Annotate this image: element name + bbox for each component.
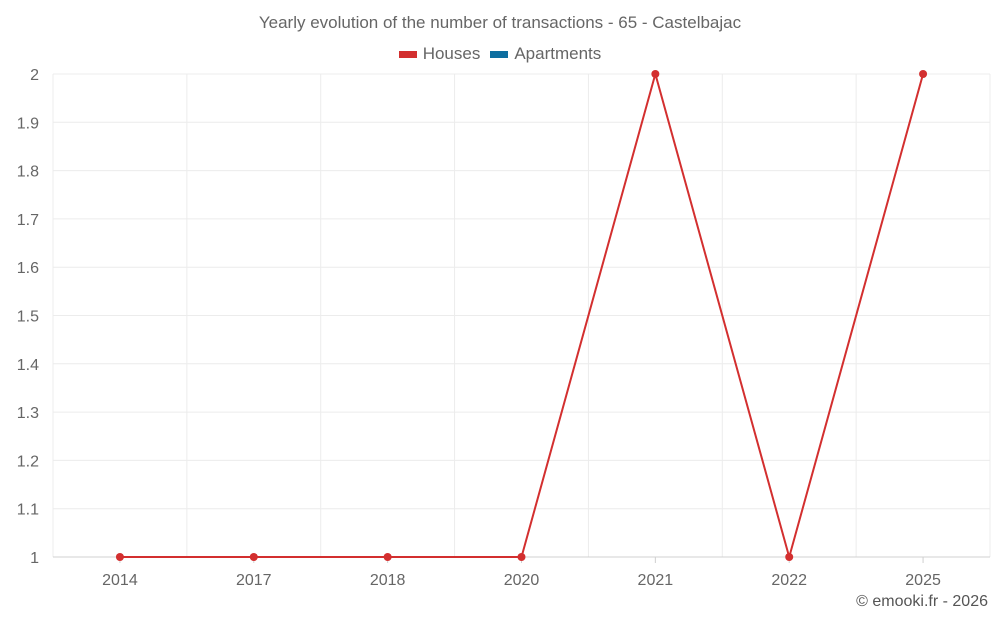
x-tick-label: 2017	[236, 572, 272, 589]
x-tick-label: 2018	[370, 572, 406, 589]
legend-item-houses[interactable]: Houses	[398, 44, 481, 64]
data-point	[517, 553, 526, 561]
data-point	[651, 70, 660, 78]
data-point	[249, 553, 258, 561]
y-tick-label: 1.7	[17, 212, 39, 229]
y-tick-label: 1.5	[17, 309, 39, 326]
legend-swatch-houses	[398, 50, 417, 58]
x-tick-label: 2020	[504, 572, 540, 589]
y-tick-label: 1.4	[17, 357, 39, 374]
legend-swatch-apartments	[490, 50, 509, 58]
y-tick-label: 1.1	[17, 502, 39, 519]
legend-item-apartments[interactable]: Apartments	[490, 44, 601, 64]
y-tick-label: 1.3	[17, 405, 39, 422]
data-point	[919, 70, 928, 78]
y-tick-label: 1	[30, 550, 39, 567]
x-tick-label: 2022	[771, 572, 807, 589]
legend-label-apartments: Apartments	[514, 44, 602, 63]
y-tick-label: 1.2	[17, 453, 39, 470]
x-tick-label: 2014	[102, 572, 138, 589]
legend-label-houses: Houses	[422, 44, 481, 63]
data-point	[785, 553, 794, 561]
y-tick-label: 1.8	[17, 164, 39, 181]
legend: Houses Apartments	[0, 44, 1000, 64]
x-tick-label: 2021	[638, 572, 674, 589]
chart-title: Yearly evolution of the number of transa…	[258, 13, 742, 32]
x-tick-label: 2025	[905, 572, 941, 589]
y-tick-label: 2	[30, 67, 39, 84]
data-point	[115, 553, 124, 561]
y-tick-label: 1.6	[17, 260, 39, 277]
y-tick-label: 1.9	[17, 115, 39, 132]
credit-text: © emooki.fr - 2026	[856, 593, 988, 610]
data-point	[383, 553, 392, 561]
